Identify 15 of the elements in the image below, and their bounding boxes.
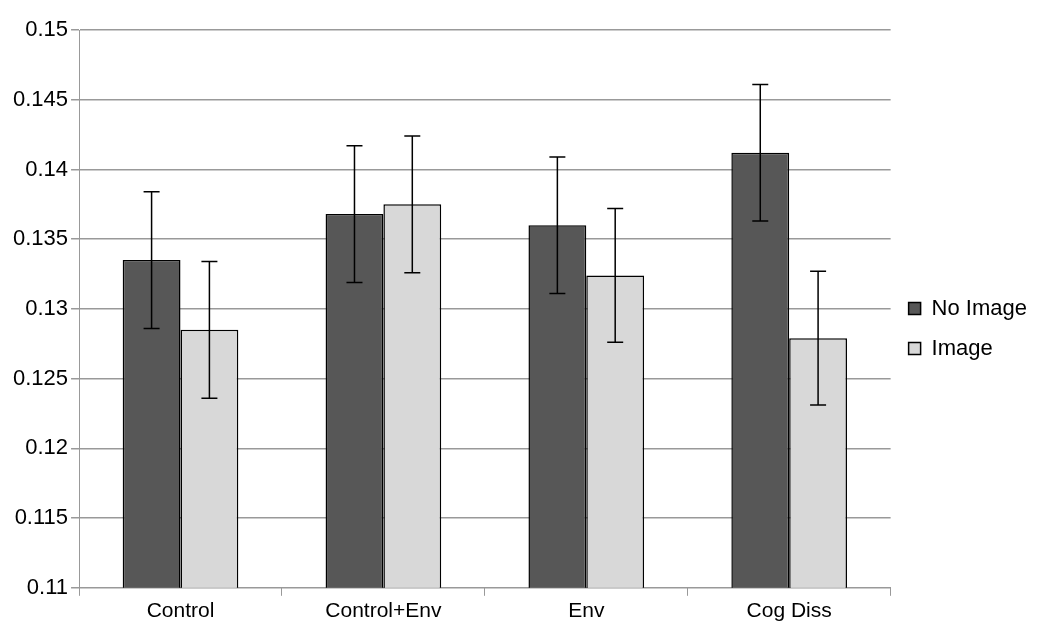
y-tick-label: 0.15 xyxy=(25,16,69,42)
y-tick-label: 0.11 xyxy=(26,573,69,599)
legend-label: No Image xyxy=(931,294,1028,320)
legend-label: Image xyxy=(931,334,993,360)
y-tick-label: 0.145 xyxy=(12,85,69,111)
x-tick-label: Cog Diss xyxy=(746,598,832,622)
x-tick-label: Env xyxy=(568,598,605,622)
y-tick-label: 0.115 xyxy=(14,504,69,530)
x-tick-label: Control+Env xyxy=(325,598,442,622)
y-tick-label: 0.13 xyxy=(25,294,69,320)
y-tick-label: 0.125 xyxy=(12,364,69,390)
x-tick-label: Control xyxy=(146,598,215,622)
y-tick-label: 0.14 xyxy=(25,155,69,181)
y-tick-label: 0.135 xyxy=(12,225,69,251)
y-tick-label: 0.12 xyxy=(25,434,69,460)
